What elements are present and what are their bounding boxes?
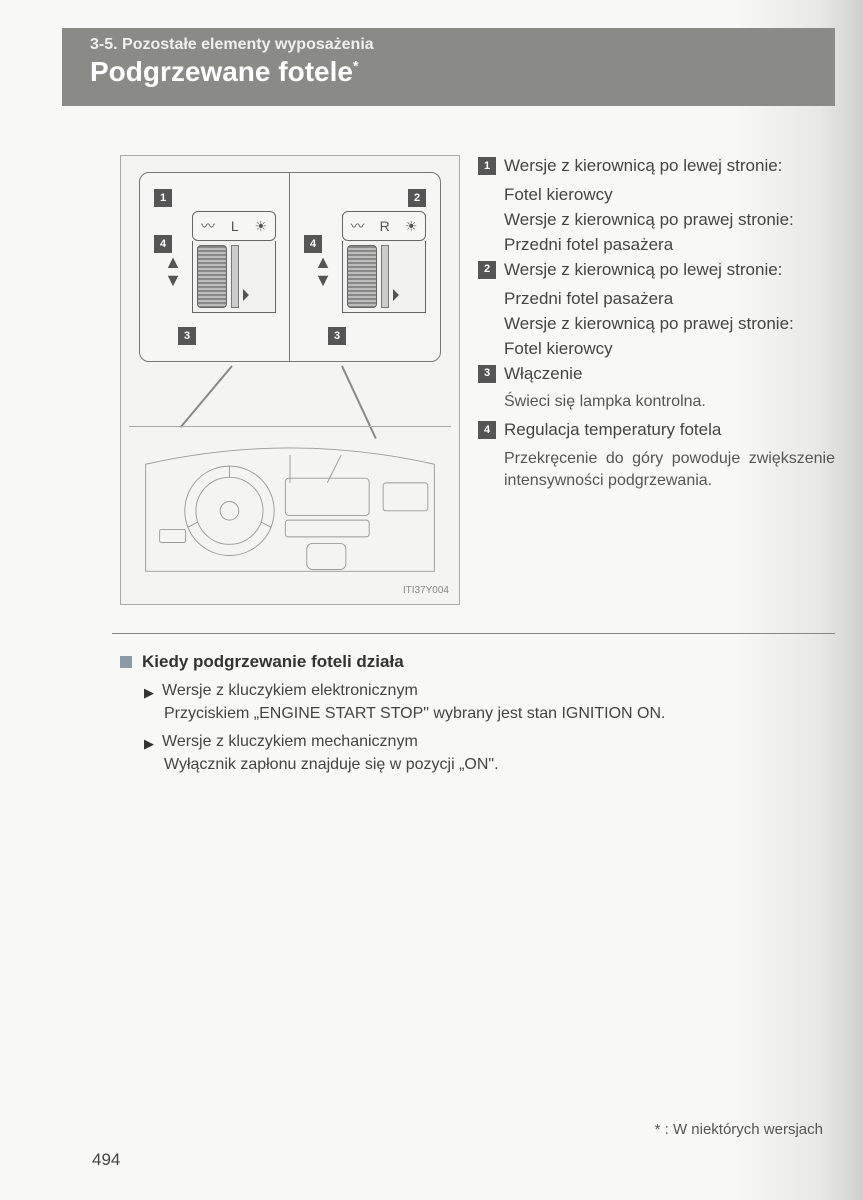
up-down-arrows-icon: ▲▼	[314, 253, 332, 289]
section2-title: Kiedy podgrzewanie foteli działa	[142, 652, 404, 672]
desc-line: Wersje z kierownicą po prawej stronie:	[504, 209, 835, 232]
heat-icon-right: 〰R☀	[342, 211, 426, 241]
desc-num-2: 2	[478, 261, 496, 279]
desc-num-1: 1	[478, 157, 496, 175]
page-title-text: Podgrzewane fotele	[90, 56, 353, 87]
section2-heading: Kiedy podgrzewanie foteli działa	[120, 652, 835, 672]
desc-head: Włączenie	[504, 363, 582, 386]
main-row: 1 4 3 ▲▼ 〰L☀ 2 4	[120, 155, 835, 605]
desc-num-4: 4	[478, 421, 496, 439]
bullet-item-2: ▶ Wersje z kluczykiem mechanicznym	[144, 733, 835, 752]
desc-line: Fotel kierowcy	[504, 338, 835, 361]
callout-num-1: 1	[154, 189, 172, 207]
desc-note: Przekręcenie do góry powoduje zwiększeni…	[504, 448, 835, 491]
triangle-bullet-icon: ▶	[144, 736, 154, 752]
bullet-line: Wyłącznik zapłonu znajduje się w pozycji…	[164, 756, 835, 774]
bullet-head: Wersje z kluczykiem elektronicznym	[162, 682, 418, 700]
title-marker: *	[353, 58, 358, 74]
page-title: Podgrzewane fotele*	[90, 56, 807, 88]
section-label: 3-5. Pozostałe elementy wyposażenia	[90, 36, 807, 54]
heat-icon-left: 〰L☀	[192, 211, 276, 241]
up-down-arrows-icon: ▲▼	[164, 253, 182, 289]
pointer-line-1	[180, 365, 233, 428]
content-area: 1 4 3 ▲▼ 〰L☀ 2 4	[120, 155, 835, 784]
desc-line: Przedni fotel pasażera	[504, 288, 835, 311]
bullet-head: Wersje z kluczykiem mechanicznym	[162, 733, 418, 751]
desc-item-3: 3 Włączenie	[478, 363, 835, 386]
triangle-bullet-icon: ▶	[144, 685, 154, 701]
callout-left: 1 4 3 ▲▼ 〰L☀	[140, 173, 290, 361]
desc-head: Regulacja temperatury fotela	[504, 419, 721, 442]
callout-right: 2 4 3 ▲▼ 〰R☀	[290, 173, 440, 361]
callout-panels: 1 4 3 ▲▼ 〰L☀ 2 4	[139, 172, 441, 362]
diagram-illustration: 1 4 3 ▲▼ 〰L☀ 2 4	[120, 155, 460, 605]
dashboard-drawing	[129, 426, 451, 576]
page-number: 494	[92, 1150, 120, 1170]
dial-body-left	[192, 241, 276, 313]
dial-right: ▲▼ 〰R☀	[334, 211, 426, 331]
bullet-item-1: ▶ Wersje z kluczykiem elektronicznym	[144, 682, 835, 701]
square-bullet-icon	[120, 656, 132, 668]
desc-line: Przedni fotel pasażera	[504, 234, 835, 257]
callout-num-2: 2	[408, 189, 426, 207]
image-code: ITI37Y004	[403, 585, 449, 596]
dial-left: ▲▼ 〰L☀	[184, 211, 276, 331]
desc-item-2: 2 Wersje z kierownicą po lewej stronie:	[478, 259, 835, 282]
page-header: 3-5. Pozostałe elementy wyposażenia Podg…	[62, 28, 835, 106]
desc-num-3: 3	[478, 365, 496, 383]
divider	[112, 633, 835, 634]
desc-line: Wersje z kierownicą po lewej stronie:	[504, 259, 782, 282]
callout-num-4-left: 4	[154, 235, 172, 253]
desc-line: Wersje z kierownicą po lewej stronie:	[504, 155, 782, 178]
callout-num-4-right: 4	[304, 235, 322, 253]
desc-item-4: 4 Regulacja temperatury fotela	[478, 419, 835, 442]
dashboard-svg	[129, 427, 451, 576]
bullet-line: Przyciskiem „ENGINE START STOP" wybrany …	[164, 705, 835, 723]
footnote: * : W niektórych wersjach	[655, 1121, 823, 1138]
description-column: 1 Wersje z kierownicą po lewej stronie: …	[478, 155, 835, 605]
desc-item-1: 1 Wersje z kierownicą po lewej stronie:	[478, 155, 835, 178]
desc-note: Świeci się lampka kontrolna.	[504, 391, 835, 413]
desc-line: Wersje z kierownicą po prawej stronie:	[504, 313, 835, 336]
desc-line: Fotel kierowcy	[504, 184, 835, 207]
dial-body-right	[342, 241, 426, 313]
